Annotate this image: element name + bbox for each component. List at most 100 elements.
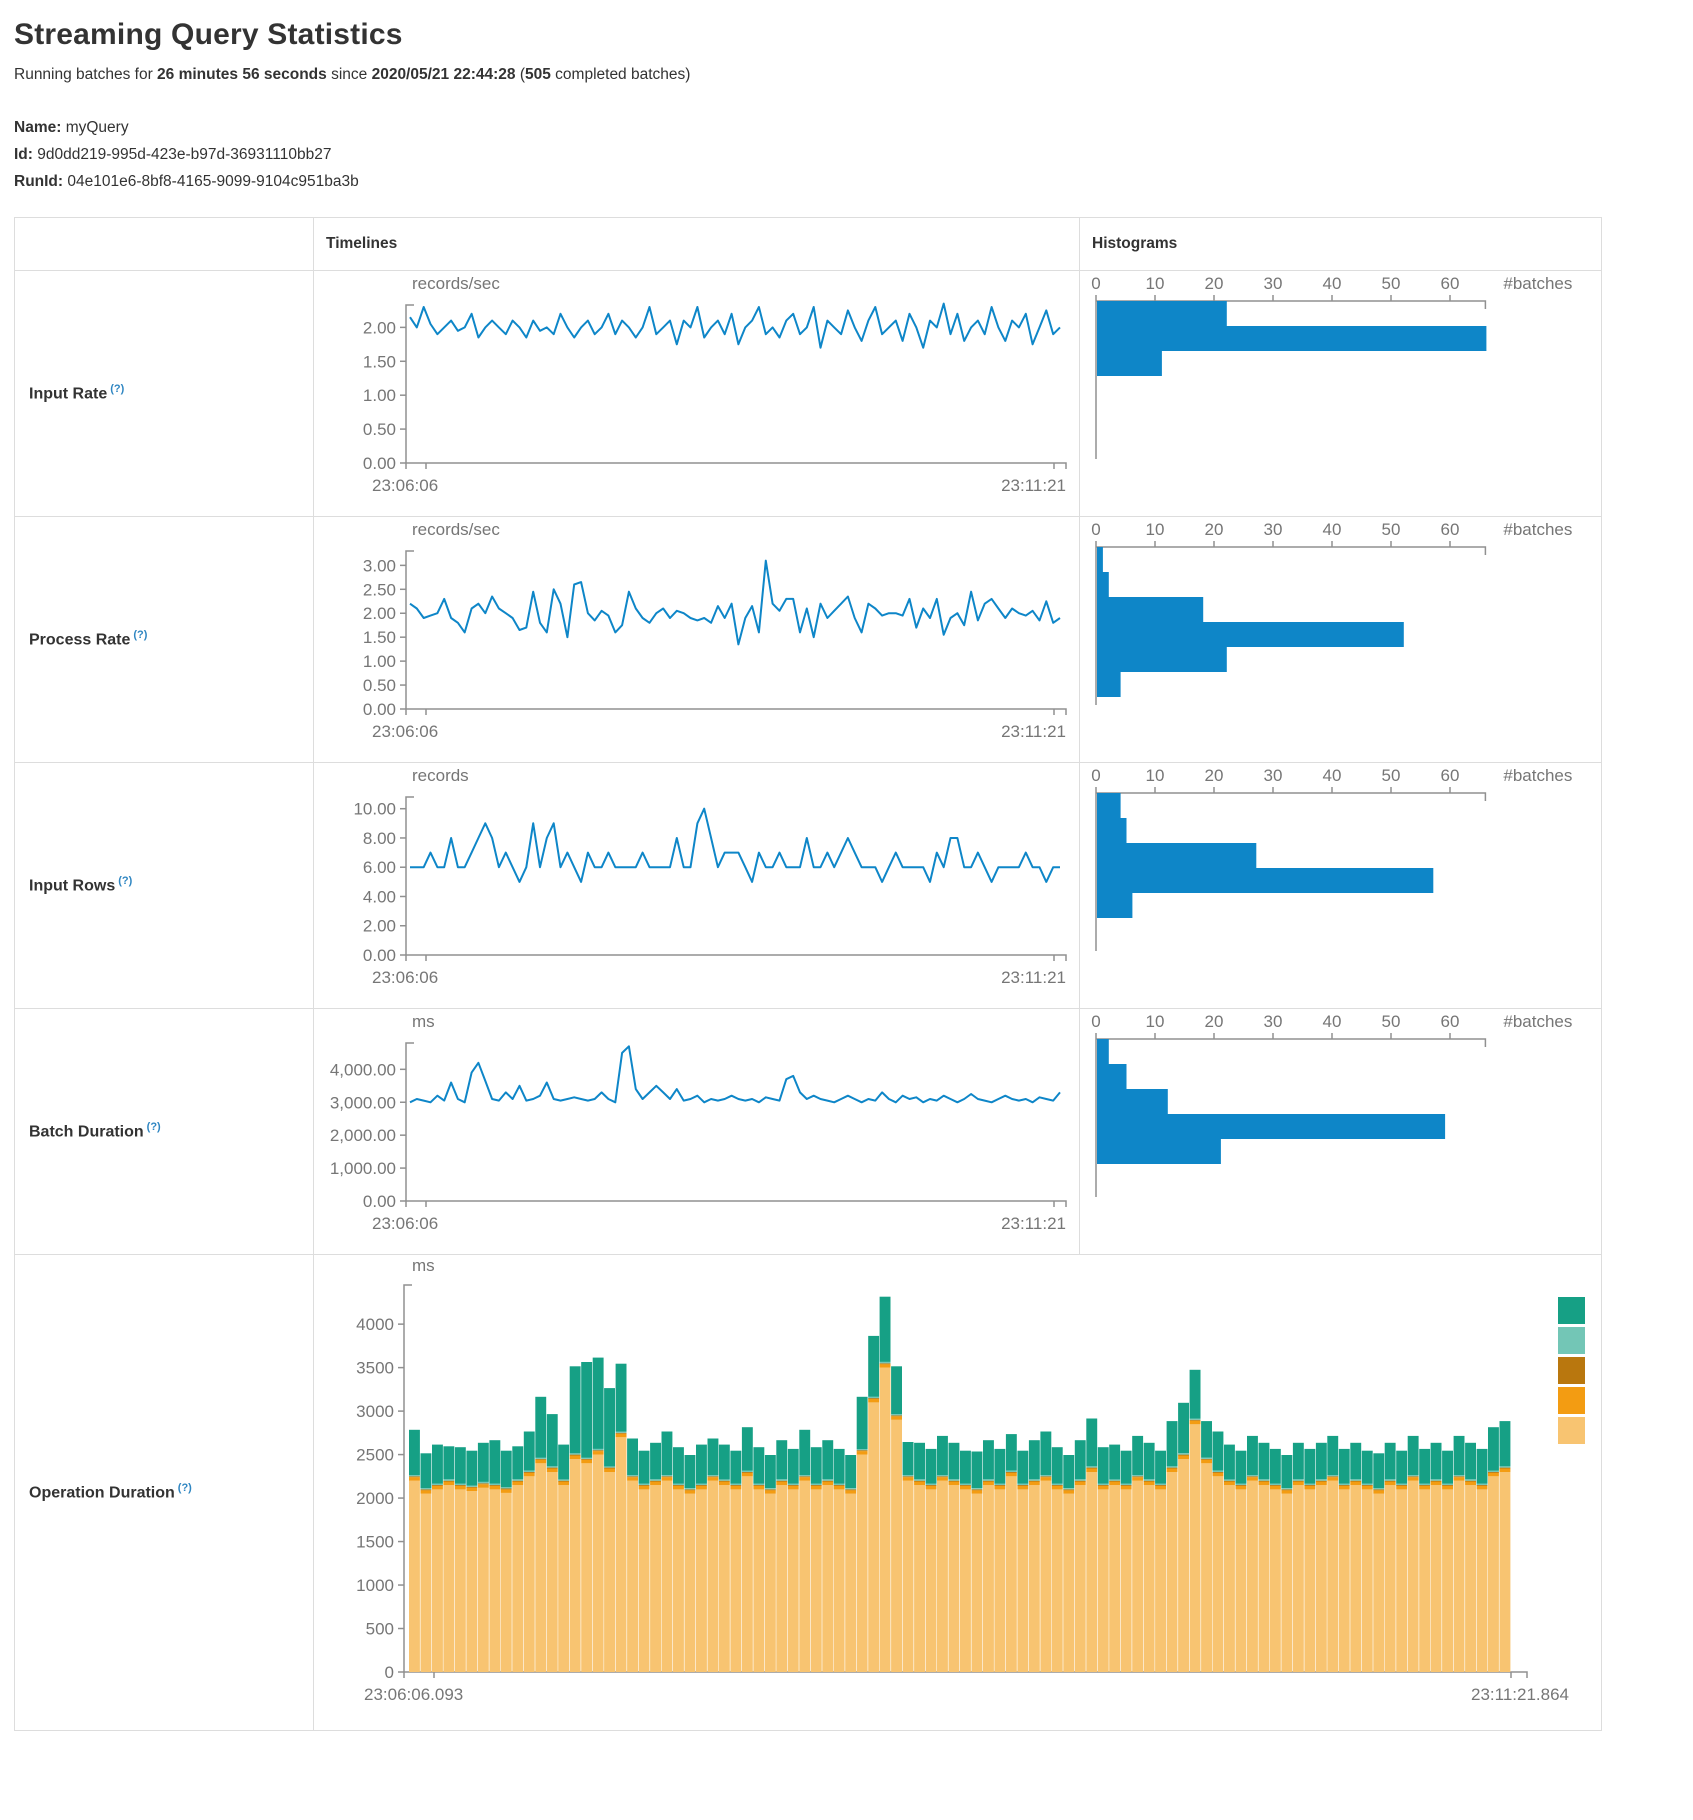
bar-segment-light-amber xyxy=(1419,1489,1431,1672)
bar-segment-light-amber xyxy=(937,1480,948,1672)
input-rows-help-icon[interactable]: (?) xyxy=(118,875,133,888)
bar-segment-light-teal xyxy=(1212,1470,1224,1472)
input-rate-help-icon[interactable]: (?) xyxy=(110,383,125,396)
batch-duration-help-icon[interactable]: (?) xyxy=(146,1121,161,1134)
bar-segment-orange xyxy=(650,1481,661,1485)
query-runid-line: RunId: 04e101e6-8bf8-4165-9099-9104c951b… xyxy=(14,168,1693,195)
operation-duration-chart-cell: ms 0 500 1000 1500 2000 2500 3000 3500 4000 23:06:… xyxy=(313,1254,1602,1731)
bar-segment-dark-amber xyxy=(1304,1485,1316,1486)
bar-segment-light-teal xyxy=(868,1396,880,1399)
bar-segment-light-teal xyxy=(500,1487,512,1489)
bar-segment-teal xyxy=(1315,1442,1327,1480)
bar-segment-dark-amber xyxy=(627,1476,638,1478)
bar-segment-teal xyxy=(489,1440,501,1484)
svg-text:50: 50 xyxy=(1382,1012,1401,1031)
bar-segment-light-teal xyxy=(1063,1488,1075,1490)
bar-segment-dark-amber xyxy=(902,1476,914,1478)
bar-segment-teal xyxy=(1109,1444,1121,1480)
svg-text:10: 10 xyxy=(1146,274,1165,293)
bar-segment-teal xyxy=(673,1447,684,1484)
svg-text:30: 30 xyxy=(1264,520,1283,539)
svg-text:60: 60 xyxy=(1441,1012,1460,1031)
bar-segment-teal xyxy=(477,1442,489,1482)
bar-segment-orange xyxy=(1224,1481,1235,1485)
batch-duration-label-cell: Batch Duration (?) xyxy=(14,1008,314,1255)
bar-segment-orange xyxy=(1373,1490,1385,1494)
svg-text:2000: 2000 xyxy=(356,1489,394,1508)
operation-duration-help-icon[interactable]: (?) xyxy=(177,1482,192,1495)
bar-segment-light-amber xyxy=(696,1489,707,1672)
bar-segment-teal xyxy=(1350,1442,1362,1480)
bar-segment-dark-amber xyxy=(1338,1485,1350,1486)
bar-segment-light-amber xyxy=(799,1480,811,1672)
bar-segment-light-teal xyxy=(856,1448,868,1451)
bar-segment-orange xyxy=(696,1485,707,1490)
bar-segment-light-amber xyxy=(1178,1458,1189,1672)
bar-segment-dark-amber xyxy=(787,1485,799,1486)
row-input-rate: Input Rate (?) records/sec 0.00 0.50 1.00 1.5… xyxy=(14,270,1602,517)
bar-segment-orange xyxy=(627,1477,638,1481)
bar-segment-light-amber xyxy=(914,1485,925,1672)
input-rows-label: Input Rows xyxy=(29,877,116,895)
bar-segment-dark-amber xyxy=(1097,1485,1109,1486)
bar-segment-teal xyxy=(937,1435,948,1475)
bar-segment-dark-amber xyxy=(994,1485,1006,1486)
bar-segment-light-amber xyxy=(960,1489,971,1672)
bar-segment-dark-amber xyxy=(500,1488,512,1490)
bar-segment-teal xyxy=(902,1442,914,1475)
bar-segment-dark-amber xyxy=(1212,1472,1224,1473)
svg-text:60: 60 xyxy=(1441,766,1460,785)
bar-segment-dark-amber xyxy=(569,1454,581,1456)
bar-segment-orange xyxy=(1132,1477,1144,1481)
svg-text:0.00: 0.00 xyxy=(363,700,396,719)
svg-text:30: 30 xyxy=(1264,274,1283,293)
bar-segment-light-teal xyxy=(661,1475,673,1477)
bar-segment-teal xyxy=(1488,1427,1499,1471)
bar-segment-dark-amber xyxy=(764,1489,776,1491)
svg-text:0: 0 xyxy=(385,1663,394,1682)
bar-segment-dark-amber xyxy=(558,1480,570,1482)
bar-segment-light-amber xyxy=(845,1493,857,1672)
bar-segment-light-teal xyxy=(810,1483,822,1485)
summary-mid: since xyxy=(326,66,372,83)
process-rate-timeline-chart: records/sec 0.00 0.50 1.00 1.50 2.00 2.50 3.00 2… xyxy=(363,520,1067,741)
process-rate-histogram-chart: 0 10 20 30 40 50 60 #batches xyxy=(1091,520,1572,705)
bar-segment-orange xyxy=(1086,1468,1098,1472)
bar-segment-light-teal xyxy=(1097,1483,1109,1485)
svg-text:4,000.00: 4,000.00 xyxy=(330,1060,396,1079)
bar-segment-orange xyxy=(638,1485,650,1490)
batch-duration-label: Batch Duration xyxy=(29,1123,144,1141)
bar-segment-light-amber xyxy=(753,1489,765,1672)
bar-segment-light-teal xyxy=(1453,1475,1465,1477)
bar-segment-light-teal xyxy=(1396,1483,1408,1485)
legend-swatch-5 xyxy=(1558,1417,1585,1444)
bar-segment-light-amber xyxy=(868,1402,880,1672)
bar-segment-dark-amber xyxy=(523,1472,535,1473)
bar-segment-light-teal xyxy=(1224,1479,1235,1481)
bar-segment-light-teal xyxy=(787,1483,799,1485)
svg-text:0.50: 0.50 xyxy=(363,676,396,695)
bar-segment-light-amber xyxy=(684,1493,696,1672)
bar-segment-dark-amber xyxy=(615,1432,627,1434)
svg-text:23:06:06.093: 23:06:06.093 xyxy=(364,1685,463,1704)
query-name-line: Name: myQuery xyxy=(14,114,1693,141)
bar-segment-teal xyxy=(1453,1435,1465,1475)
bar-segment-dark-amber xyxy=(1327,1476,1339,1478)
bar-segment-teal xyxy=(1040,1431,1052,1475)
svg-text:0.00: 0.00 xyxy=(363,946,396,965)
bar-segment-light-teal xyxy=(1155,1483,1166,1485)
bar-segment-light-teal xyxy=(1166,1466,1178,1468)
svg-text:23:11:21.864: 23:11:21.864 xyxy=(1471,1685,1569,1704)
process-rate-help-icon[interactable]: (?) xyxy=(133,629,148,642)
svg-text:60: 60 xyxy=(1441,520,1460,539)
bar-segment-dark-amber xyxy=(1074,1480,1086,1482)
bar-segment-orange xyxy=(1109,1481,1121,1485)
bar-segment-teal xyxy=(696,1444,707,1484)
bar-segment-light-teal xyxy=(1419,1483,1431,1485)
bar-segment-light-amber xyxy=(994,1489,1006,1672)
bar-segment-light-amber xyxy=(1269,1489,1281,1672)
bar-segment-orange xyxy=(1430,1481,1442,1485)
bar-segment-orange xyxy=(879,1364,891,1368)
page-title: Streaming Query Statistics xyxy=(14,18,403,51)
bar-segment-teal xyxy=(500,1450,512,1488)
